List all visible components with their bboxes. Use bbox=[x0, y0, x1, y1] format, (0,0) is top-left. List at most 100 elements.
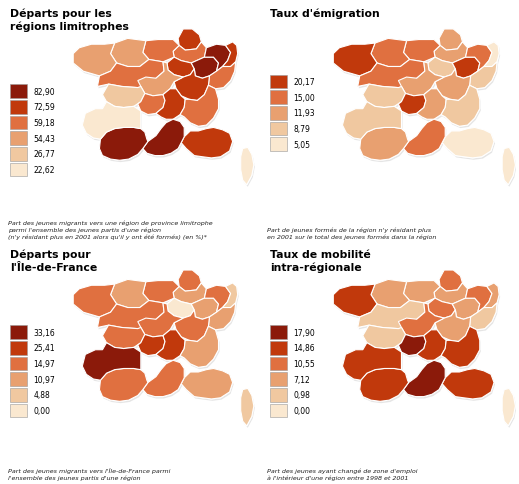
Polygon shape bbox=[206, 287, 231, 315]
Polygon shape bbox=[100, 369, 148, 401]
Polygon shape bbox=[83, 343, 141, 380]
Polygon shape bbox=[439, 30, 462, 51]
Polygon shape bbox=[442, 88, 481, 129]
Polygon shape bbox=[360, 128, 408, 161]
Polygon shape bbox=[156, 90, 185, 120]
Polygon shape bbox=[359, 303, 426, 331]
Polygon shape bbox=[428, 299, 455, 318]
Polygon shape bbox=[434, 283, 468, 304]
FancyBboxPatch shape bbox=[270, 91, 287, 105]
Polygon shape bbox=[363, 325, 405, 349]
Polygon shape bbox=[403, 120, 445, 156]
Polygon shape bbox=[404, 42, 441, 64]
Polygon shape bbox=[434, 43, 468, 64]
Polygon shape bbox=[443, 130, 495, 161]
Polygon shape bbox=[403, 120, 445, 156]
Polygon shape bbox=[358, 301, 425, 329]
Polygon shape bbox=[360, 369, 408, 401]
Polygon shape bbox=[403, 41, 440, 62]
Polygon shape bbox=[363, 325, 405, 349]
Polygon shape bbox=[364, 327, 406, 351]
Polygon shape bbox=[361, 130, 409, 163]
Text: 59,18: 59,18 bbox=[34, 119, 55, 128]
Polygon shape bbox=[343, 343, 402, 380]
Polygon shape bbox=[223, 283, 238, 308]
Polygon shape bbox=[442, 128, 494, 159]
Text: 33,16: 33,16 bbox=[34, 328, 56, 337]
Polygon shape bbox=[181, 128, 233, 159]
Polygon shape bbox=[100, 128, 148, 161]
Polygon shape bbox=[360, 369, 408, 401]
Polygon shape bbox=[100, 128, 148, 161]
Polygon shape bbox=[441, 327, 480, 367]
Polygon shape bbox=[434, 43, 468, 64]
FancyBboxPatch shape bbox=[270, 373, 287, 386]
Polygon shape bbox=[73, 44, 117, 76]
Polygon shape bbox=[333, 285, 377, 317]
Polygon shape bbox=[174, 45, 208, 66]
Polygon shape bbox=[179, 32, 202, 53]
Polygon shape bbox=[180, 327, 218, 367]
Polygon shape bbox=[209, 62, 236, 90]
Polygon shape bbox=[502, 389, 515, 426]
Polygon shape bbox=[417, 330, 446, 361]
Polygon shape bbox=[400, 64, 445, 98]
Polygon shape bbox=[467, 47, 493, 74]
Polygon shape bbox=[399, 62, 444, 97]
Polygon shape bbox=[399, 62, 444, 97]
Polygon shape bbox=[102, 325, 145, 349]
Polygon shape bbox=[440, 272, 463, 293]
Polygon shape bbox=[453, 58, 480, 79]
Polygon shape bbox=[363, 85, 405, 108]
Polygon shape bbox=[143, 41, 179, 62]
Polygon shape bbox=[224, 285, 239, 310]
Polygon shape bbox=[192, 301, 220, 321]
Polygon shape bbox=[111, 39, 149, 67]
Text: 14,86: 14,86 bbox=[293, 344, 315, 352]
Text: 0,00: 0,00 bbox=[293, 406, 310, 415]
Polygon shape bbox=[466, 286, 492, 313]
Polygon shape bbox=[143, 361, 184, 397]
Text: Départs pour les
régions limitrophes: Départs pour les régions limitrophes bbox=[10, 9, 129, 32]
Polygon shape bbox=[173, 283, 207, 304]
Polygon shape bbox=[403, 281, 440, 303]
Polygon shape bbox=[344, 345, 402, 382]
Text: Part de jeunes formés de la région n'y résidant plus
en 2001 sur le total des je: Part de jeunes formés de la région n'y r… bbox=[267, 227, 439, 240]
FancyBboxPatch shape bbox=[10, 101, 28, 114]
Polygon shape bbox=[73, 285, 117, 317]
Polygon shape bbox=[333, 44, 377, 76]
Polygon shape bbox=[174, 70, 210, 101]
FancyBboxPatch shape bbox=[270, 107, 287, 121]
Polygon shape bbox=[143, 281, 179, 303]
Polygon shape bbox=[372, 282, 411, 310]
Polygon shape bbox=[209, 303, 236, 330]
FancyBboxPatch shape bbox=[10, 357, 28, 371]
Polygon shape bbox=[168, 60, 195, 80]
Polygon shape bbox=[98, 60, 164, 89]
FancyBboxPatch shape bbox=[10, 116, 28, 130]
FancyBboxPatch shape bbox=[10, 326, 28, 339]
Polygon shape bbox=[192, 299, 218, 319]
Polygon shape bbox=[399, 335, 426, 356]
Polygon shape bbox=[403, 41, 440, 62]
Polygon shape bbox=[241, 389, 254, 426]
Polygon shape bbox=[403, 361, 445, 397]
Polygon shape bbox=[102, 325, 145, 349]
Polygon shape bbox=[363, 85, 405, 108]
Polygon shape bbox=[364, 87, 406, 110]
Polygon shape bbox=[333, 285, 377, 317]
Polygon shape bbox=[180, 86, 218, 127]
Polygon shape bbox=[417, 90, 446, 120]
Polygon shape bbox=[241, 148, 254, 185]
Polygon shape bbox=[167, 299, 194, 318]
Polygon shape bbox=[435, 310, 471, 342]
Text: Part des jeunes migrants vers une région de province limitrophe
parmi l'ensemble: Part des jeunes migrants vers une région… bbox=[8, 220, 212, 240]
Polygon shape bbox=[485, 285, 500, 310]
Polygon shape bbox=[484, 283, 499, 308]
Polygon shape bbox=[98, 301, 164, 329]
Text: 11,93: 11,93 bbox=[293, 109, 315, 118]
Polygon shape bbox=[223, 43, 238, 67]
Polygon shape bbox=[175, 72, 210, 103]
Polygon shape bbox=[139, 305, 184, 339]
Polygon shape bbox=[138, 335, 165, 356]
